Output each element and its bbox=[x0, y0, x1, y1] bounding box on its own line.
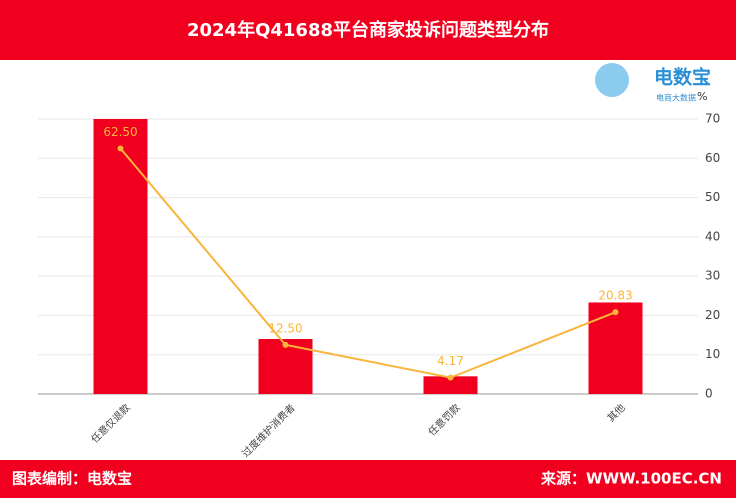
y-tick-label: 0 bbox=[705, 387, 713, 401]
line-point bbox=[282, 341, 289, 348]
footer-right: 来源：WWW.100EC.CN bbox=[540, 470, 722, 488]
x-tick-label: 任意罚款 bbox=[425, 401, 462, 438]
bar bbox=[93, 119, 148, 394]
line-point bbox=[612, 309, 619, 316]
unit-label: % bbox=[697, 90, 707, 103]
value-label: 4.17 bbox=[437, 354, 464, 368]
y-tick-label: 30 bbox=[705, 269, 720, 283]
footer-left: 图表编制：电数宝 bbox=[12, 470, 132, 488]
footer-bar bbox=[0, 460, 736, 498]
logo-sub: 电商大数据 bbox=[656, 93, 696, 103]
x-tick-label: 过度维护消费者 bbox=[239, 401, 298, 460]
bar bbox=[423, 376, 478, 394]
logo-name: 电数宝 bbox=[654, 66, 711, 89]
x-tick-label: 任意仅退款 bbox=[88, 401, 133, 446]
value-label: 62.50 bbox=[103, 125, 137, 139]
y-tick-label: 40 bbox=[705, 229, 720, 243]
header-bar bbox=[0, 0, 736, 60]
y-tick-label: 60 bbox=[705, 151, 720, 165]
chart-title: 2024年Q41688平台商家投诉问题类型分布 bbox=[187, 19, 549, 41]
y-tick-label: 70 bbox=[705, 112, 720, 126]
y-tick-label: 50 bbox=[705, 190, 720, 204]
line-point bbox=[117, 145, 124, 152]
bar bbox=[588, 302, 643, 394]
line-point bbox=[447, 374, 454, 381]
y-tick-label: 20 bbox=[705, 308, 720, 322]
value-label: 20.83 bbox=[598, 289, 632, 303]
x-tick-label: 其他 bbox=[604, 401, 627, 424]
value-label: 12.50 bbox=[268, 321, 302, 335]
logo-cloud bbox=[595, 63, 629, 97]
line bbox=[119, 147, 616, 379]
y-tick-label: 10 bbox=[705, 347, 720, 361]
